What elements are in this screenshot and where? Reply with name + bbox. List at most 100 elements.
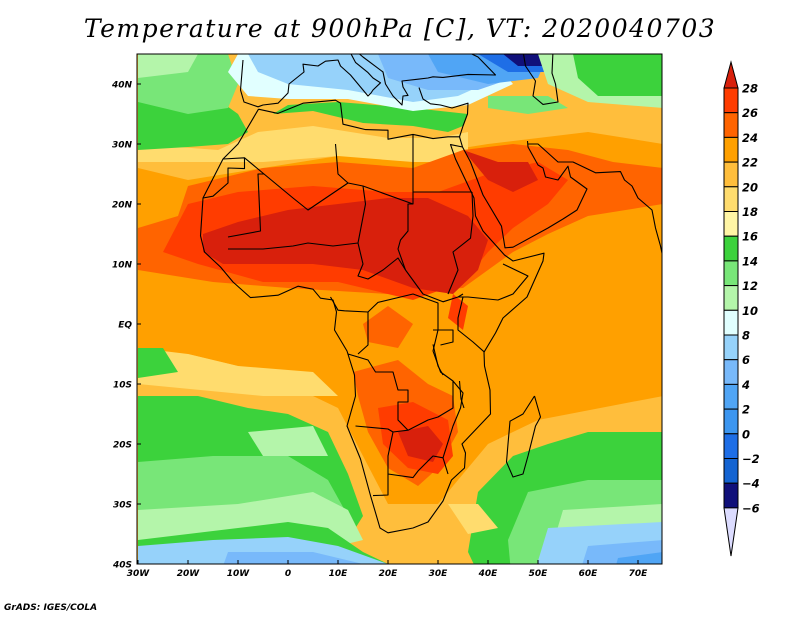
colorbar-swatch (723, 112, 739, 138)
temperature-contour-y18 (138, 348, 338, 396)
colorbar-label: 10 (742, 304, 758, 318)
colorbar-label: 18 (742, 205, 758, 219)
colorbar-label: 14 (742, 254, 758, 268)
coastline-border-line (372, 474, 389, 497)
coastline-border-line (433, 329, 454, 346)
colorbar-label: 8 (742, 329, 750, 343)
coastline-border-line (447, 191, 474, 295)
colorbar-swatch (723, 309, 739, 336)
temperature-contour-g14 (573, 54, 662, 96)
lon-tick-label: 50E (529, 569, 549, 579)
temperature-contour-b2 (263, 564, 378, 594)
coastline-border-line (199, 99, 545, 534)
colorbar-swatch (723, 482, 739, 509)
temperature-contour-bm6 (503, 54, 548, 66)
temperature-contour-r28 (463, 150, 538, 192)
lat-tick-label: 40N (111, 81, 133, 91)
lon-tick-label: 30E (429, 569, 449, 579)
lon-tick-label: 20E (379, 569, 399, 579)
colorbar-swatch (723, 334, 739, 361)
chart-title: Temperature at 900hPa [C], VT: 202004070… (83, 14, 717, 43)
temperature-contour-o24 (363, 306, 413, 348)
coastline-border-line (355, 425, 394, 433)
coastline-border-line (330, 296, 369, 355)
coastline-border-line (228, 185, 367, 250)
lat-tick-label: 40S (112, 561, 132, 571)
temperature-field (137, 54, 662, 594)
lon-tick-label: 10W (227, 569, 251, 579)
lon-tick-label: 70E (629, 569, 649, 579)
coastline-border-line (522, 54, 559, 105)
colorbar-max-triangle (723, 60, 739, 89)
colorbar-label: 4 (741, 378, 750, 392)
colorbar-swatch (723, 136, 739, 163)
coastline-border-line (442, 457, 449, 475)
coastline-border-line (505, 395, 542, 478)
colorbar-label: −4 (742, 477, 760, 491)
lat-tick-label: EQ (118, 321, 132, 331)
colorbar-swatch (723, 161, 739, 188)
temperature-contour-b2 (616, 552, 662, 564)
map-frame (136, 53, 663, 565)
colorbar-swatch (723, 433, 739, 459)
lat-tick-label: 30N (112, 141, 133, 151)
coastline-border-line (418, 87, 469, 137)
lon-tick-label: 10E (329, 569, 349, 579)
lon-tick-label: 40E (478, 569, 499, 579)
coastline-border-line (528, 143, 662, 256)
lat-tick-label: 20S (113, 441, 132, 451)
colorbar-swatch (723, 186, 739, 213)
coastline-border-line (334, 143, 349, 184)
lon-tick-label: 0 (285, 569, 291, 579)
colorbar-swatch (723, 285, 739, 311)
colorbar-label: 20 (742, 180, 758, 194)
lon-tick-label: 60E (579, 569, 599, 579)
colorbar-swatch (723, 235, 739, 262)
coastlines (199, 54, 662, 534)
temperature-contour-y18 (138, 126, 468, 162)
temperature-contour-g12 (488, 96, 568, 114)
coastline-border-line (263, 173, 414, 211)
colorbar-label: 0 (742, 427, 750, 441)
temperature-contour-g10 (248, 426, 328, 456)
lon-tick-label: 30W (127, 569, 151, 579)
colorbar-swatch (723, 359, 739, 385)
coastline-border-line (432, 344, 444, 376)
coastline-border-line (458, 263, 529, 301)
colorbar-label: 28 (742, 82, 758, 96)
coastline-border-line (462, 140, 588, 249)
temperature-contour-g14 (138, 348, 178, 378)
colorbar-label: 24 (742, 131, 758, 145)
temperature-contour-r28 (203, 198, 488, 294)
coastline-border-line (457, 296, 485, 353)
colorbar-swatch (723, 458, 739, 484)
temperature-contour-o22 (513, 240, 662, 348)
colorbar-swatch (723, 383, 739, 410)
colorbar-swatch (723, 87, 739, 114)
footer-credit: GrADS: IGES/COLA (4, 603, 98, 613)
colorbar-label: −2 (742, 452, 760, 466)
temperature-contour-g10 (138, 54, 198, 78)
colorbar-label: 6 (742, 353, 750, 367)
temperature-contour-y18 (448, 504, 498, 534)
lat-tick-label: 30S (113, 501, 132, 511)
coastline-border-line (347, 353, 409, 431)
lat-tick-label: 20N (112, 201, 133, 211)
coastline-border-line (227, 157, 265, 238)
colorbar-swatch (723, 408, 739, 435)
lon-tick-label: 20W (177, 569, 201, 579)
temperature-contour-b4 (223, 552, 363, 564)
colorbar-label: 12 (742, 279, 758, 293)
colorbar-min-triangle (723, 507, 739, 557)
colorbar-label: 2 (742, 403, 750, 417)
colorbar-label: 16 (742, 230, 758, 244)
coastline-border-line (458, 380, 465, 409)
colorbar-label: −6 (742, 501, 760, 515)
coastline-border-line (239, 54, 382, 108)
lat-tick-label: 10S (113, 381, 132, 391)
colorbar-swatch (723, 211, 739, 237)
coastline-border-line (357, 242, 464, 303)
